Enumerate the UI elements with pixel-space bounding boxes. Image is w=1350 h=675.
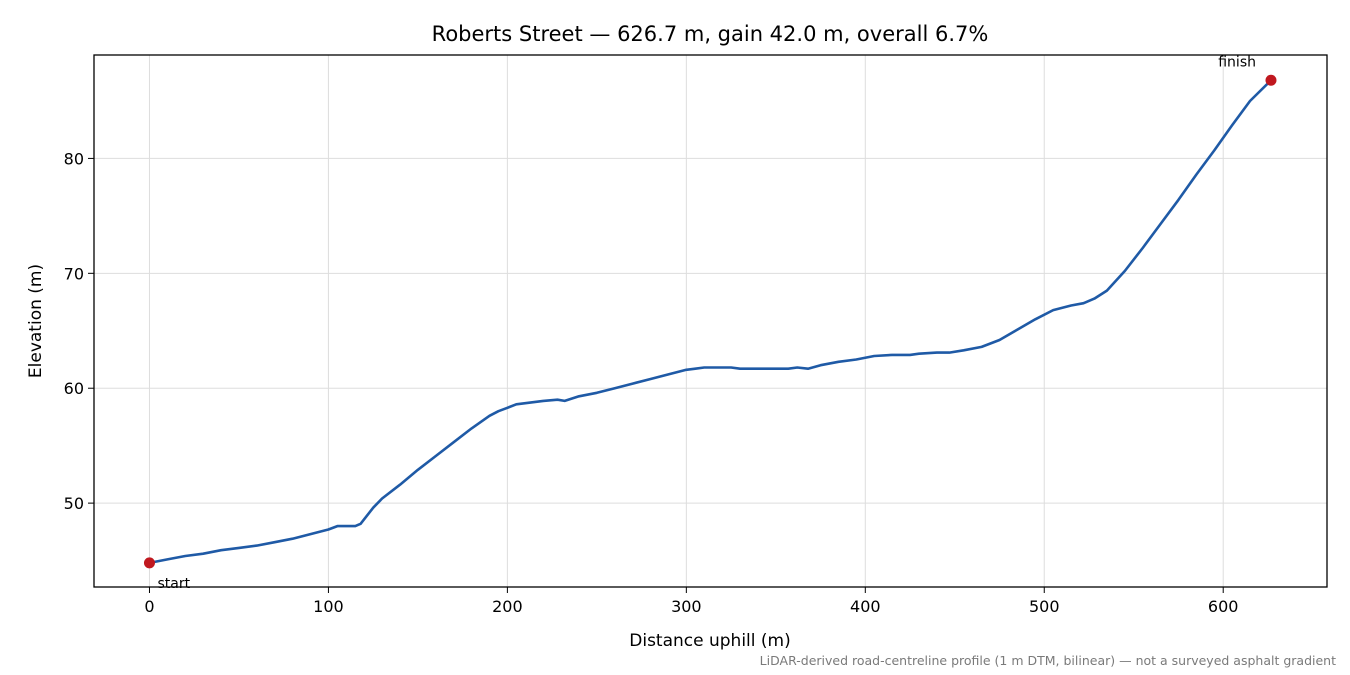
y-axis-ticks: 50 60 70 80 — [64, 149, 94, 513]
plot-frame — [93, 54, 1328, 588]
y-axis-label: Elevation (m) — [26, 264, 46, 378]
x-tick-label: 100 — [313, 597, 344, 616]
x-tick-label: 200 — [492, 597, 523, 616]
y-tick-label: 60 — [64, 379, 84, 398]
chart-title: Roberts Street — 626.7 m, gain 42.0 m, o… — [432, 22, 989, 46]
x-tick-label: 300 — [671, 597, 702, 616]
x-tick-label: 600 — [1208, 597, 1239, 616]
y-tick-label: 80 — [64, 149, 84, 168]
x-axis-label: Distance uphill (m) — [629, 631, 790, 651]
y-tick-label: 50 — [64, 494, 84, 513]
footer-note: LiDAR-derived road-centreline profile (1… — [760, 653, 1336, 668]
x-tick-label: 500 — [1029, 597, 1060, 616]
grid-lines — [94, 55, 1327, 587]
finish-label: finish — [1218, 54, 1256, 70]
plot-area: start finish — [143, 54, 1277, 592]
x-axis-ticks: 0 100 200 300 400 500 600 — [144, 587, 1238, 616]
finish-marker — [1265, 74, 1277, 86]
y-tick-label: 70 — [64, 264, 84, 283]
x-tick-label: 400 — [850, 597, 881, 616]
x-tick-label: 0 — [144, 597, 154, 616]
start-marker — [143, 557, 155, 569]
elevation-line — [148, 79, 1273, 565]
start-label: start — [157, 576, 190, 592]
